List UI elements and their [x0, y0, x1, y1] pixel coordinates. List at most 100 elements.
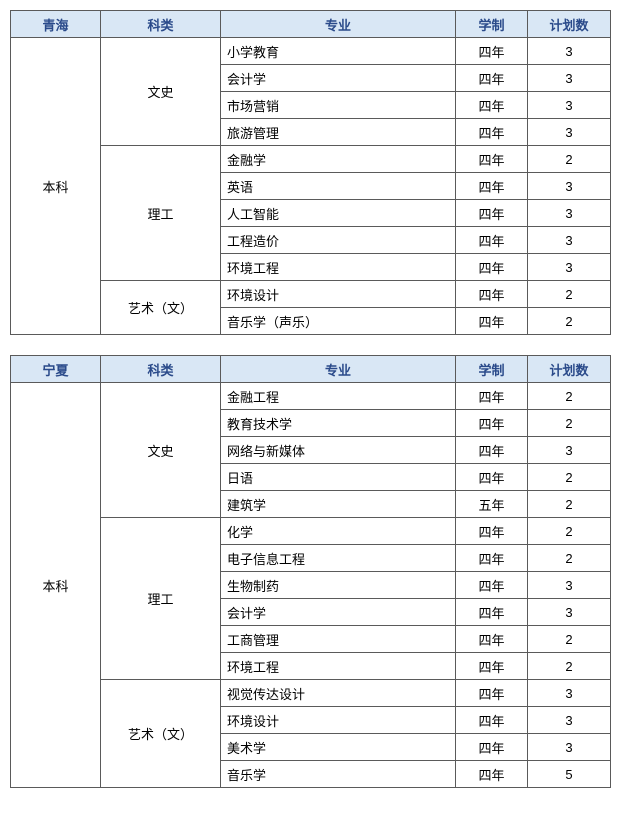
count-cell: 2: [528, 653, 611, 680]
major-cell: 会计学: [221, 599, 456, 626]
category-cell: 理工: [101, 146, 221, 281]
count-cell: 3: [528, 599, 611, 626]
enrollment-table: 宁夏科类专业学制计划数本科文史金融工程四年2教育技术学四年2网络与新媒体四年3日…: [10, 355, 611, 788]
duration-cell: 五年: [456, 491, 528, 518]
major-cell: 环境设计: [221, 281, 456, 308]
duration-cell: 四年: [456, 146, 528, 173]
major-cell: 旅游管理: [221, 119, 456, 146]
duration-cell: 四年: [456, 545, 528, 572]
count-cell: 2: [528, 410, 611, 437]
table-row: 艺术（文）环境设计四年2: [11, 281, 611, 308]
category-cell: 艺术（文）: [101, 281, 221, 335]
count-cell: 3: [528, 65, 611, 92]
duration-cell: 四年: [456, 281, 528, 308]
table-row: 本科文史金融工程四年2: [11, 383, 611, 410]
major-cell: 电子信息工程: [221, 545, 456, 572]
major-cell: 工程造价: [221, 227, 456, 254]
count-cell: 2: [528, 464, 611, 491]
count-cell: 3: [528, 572, 611, 599]
tables-container: 青海科类专业学制计划数本科文史小学教育四年3会计学四年3市场营销四年3旅游管理四…: [10, 10, 611, 788]
duration-cell: 四年: [456, 65, 528, 92]
count-cell: 3: [528, 227, 611, 254]
count-cell: 3: [528, 119, 611, 146]
count-cell: 2: [528, 383, 611, 410]
major-cell: 市场营销: [221, 92, 456, 119]
duration-cell: 四年: [456, 626, 528, 653]
major-cell: 英语: [221, 173, 456, 200]
category-cell: 艺术（文）: [101, 680, 221, 788]
duration-cell: 四年: [456, 680, 528, 707]
count-cell: 2: [528, 518, 611, 545]
major-cell: 音乐学: [221, 761, 456, 788]
table-row: 理工化学四年2: [11, 518, 611, 545]
column-header: 科类: [101, 11, 221, 38]
count-cell: 2: [528, 491, 611, 518]
duration-cell: 四年: [456, 734, 528, 761]
count-cell: 3: [528, 173, 611, 200]
province-header: 宁夏: [11, 356, 101, 383]
enrollment-table: 青海科类专业学制计划数本科文史小学教育四年3会计学四年3市场营销四年3旅游管理四…: [10, 10, 611, 335]
count-cell: 2: [528, 281, 611, 308]
duration-cell: 四年: [456, 464, 528, 491]
duration-cell: 四年: [456, 572, 528, 599]
major-cell: 人工智能: [221, 200, 456, 227]
column-header: 专业: [221, 11, 456, 38]
duration-cell: 四年: [456, 761, 528, 788]
duration-cell: 四年: [456, 200, 528, 227]
count-cell: 5: [528, 761, 611, 788]
major-cell: 音乐学（声乐）: [221, 308, 456, 335]
column-header: 计划数: [528, 356, 611, 383]
duration-cell: 四年: [456, 254, 528, 281]
count-cell: 3: [528, 680, 611, 707]
category-cell: 理工: [101, 518, 221, 680]
major-cell: 网络与新媒体: [221, 437, 456, 464]
count-cell: 2: [528, 626, 611, 653]
count-cell: 3: [528, 707, 611, 734]
count-cell: 3: [528, 92, 611, 119]
major-cell: 视觉传达设计: [221, 680, 456, 707]
duration-cell: 四年: [456, 707, 528, 734]
count-cell: 3: [528, 38, 611, 65]
count-cell: 2: [528, 545, 611, 572]
column-header: 学制: [456, 356, 528, 383]
major-cell: 金融工程: [221, 383, 456, 410]
category-cell: 文史: [101, 38, 221, 146]
duration-cell: 四年: [456, 410, 528, 437]
major-cell: 小学教育: [221, 38, 456, 65]
major-cell: 会计学: [221, 65, 456, 92]
province-header: 青海: [11, 11, 101, 38]
major-cell: 工商管理: [221, 626, 456, 653]
duration-cell: 四年: [456, 518, 528, 545]
count-cell: 2: [528, 308, 611, 335]
major-cell: 建筑学: [221, 491, 456, 518]
duration-cell: 四年: [456, 227, 528, 254]
category-cell: 文史: [101, 383, 221, 518]
level-cell: 本科: [11, 383, 101, 788]
major-cell: 生物制药: [221, 572, 456, 599]
count-cell: 3: [528, 254, 611, 281]
duration-cell: 四年: [456, 653, 528, 680]
column-header: 学制: [456, 11, 528, 38]
duration-cell: 四年: [456, 173, 528, 200]
table-row: 艺术（文）视觉传达设计四年3: [11, 680, 611, 707]
count-cell: 3: [528, 734, 611, 761]
duration-cell: 四年: [456, 383, 528, 410]
major-cell: 美术学: [221, 734, 456, 761]
table-row: 本科文史小学教育四年3: [11, 38, 611, 65]
column-header: 计划数: [528, 11, 611, 38]
duration-cell: 四年: [456, 308, 528, 335]
major-cell: 环境设计: [221, 707, 456, 734]
duration-cell: 四年: [456, 437, 528, 464]
count-cell: 2: [528, 146, 611, 173]
level-cell: 本科: [11, 38, 101, 335]
count-cell: 3: [528, 200, 611, 227]
duration-cell: 四年: [456, 92, 528, 119]
major-cell: 金融学: [221, 146, 456, 173]
major-cell: 日语: [221, 464, 456, 491]
major-cell: 化学: [221, 518, 456, 545]
duration-cell: 四年: [456, 599, 528, 626]
column-header: 专业: [221, 356, 456, 383]
table-row: 理工金融学四年2: [11, 146, 611, 173]
major-cell: 环境工程: [221, 254, 456, 281]
column-header: 科类: [101, 356, 221, 383]
